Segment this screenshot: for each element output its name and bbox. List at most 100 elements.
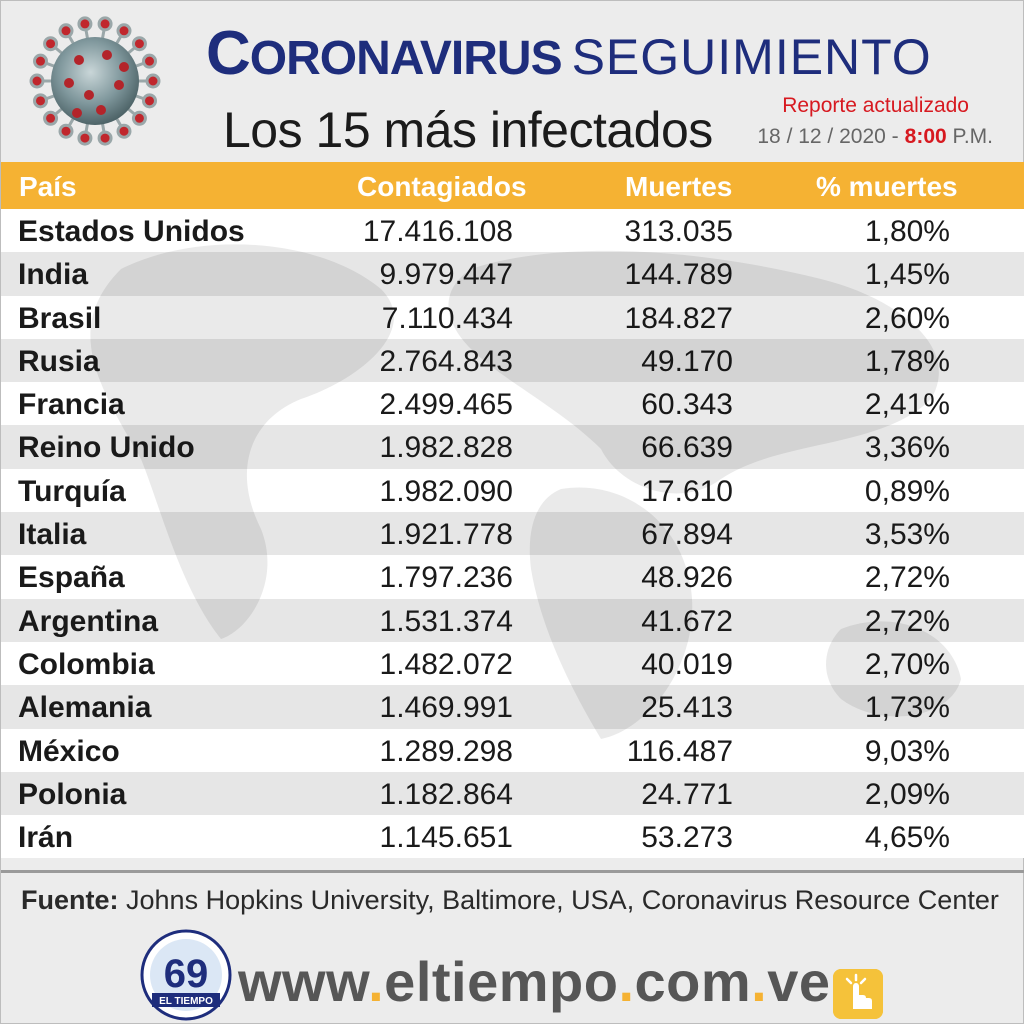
table-row: Argentina 1.531.374 41.672 2,72% (1, 598, 1024, 642)
table-row: Reino Unido 1.982.828 66.639 3,36% (1, 425, 1024, 469)
cell-deaths: 116.487 (626, 734, 733, 768)
column-header-infected: Contagiados (357, 171, 527, 202)
column-header-death-rate: % muertes (816, 171, 958, 202)
table-row: Irán 1.145.651 53.273 4,65% (1, 815, 1024, 859)
virus-surface-dot (114, 80, 124, 90)
hand-pointer-icon (833, 969, 883, 1019)
cell-country: Brasil (18, 301, 102, 335)
virus-spike-tip (77, 16, 93, 32)
cell-deaths: 313.035 (624, 215, 733, 248)
cell-infected: 1.289.298 (379, 734, 513, 768)
table-header: País Contagiados Muertes % muertes (1, 162, 1024, 209)
url-com: com (634, 950, 752, 1013)
website-url[interactable]: www.eltiempo.com.ve (238, 949, 831, 1014)
cell-deaths: 48.926 (641, 561, 733, 595)
table-body: Estados Unidos 17.416.108 313.035 1,80% Indi… (1, 209, 1024, 859)
report-time: 8:00 (904, 125, 947, 148)
virus-surface-dot (72, 108, 82, 118)
cell-death-rate: 2,09% (864, 777, 950, 811)
virus-spike-tip (29, 73, 45, 89)
source-label: Fuente: (21, 885, 119, 915)
table-row: India 9.979.447 144.789 1,45% (1, 252, 1024, 296)
virus-spike-tip (131, 110, 147, 126)
cell-death-rate: 4,65% (864, 821, 950, 855)
cell-deaths: 144.789 (624, 258, 733, 292)
table-row: Rusia 2.764.843 49.170 1,78% (1, 338, 1024, 383)
cell-country: India (18, 258, 89, 292)
table-row: España 1.797.236 48.926 2,72% (1, 555, 1024, 599)
virus-surface-dot (84, 90, 94, 100)
cell-infected: 1.982.828 (379, 431, 513, 465)
virus-spike-tip (131, 36, 147, 52)
title-rest: ORONAVIRUS (249, 32, 563, 85)
cell-country: Irán (18, 821, 74, 855)
cell-death-rate: 0,89% (864, 474, 950, 508)
cell-death-rate: 2,60% (864, 301, 950, 335)
title-coronavirus: CORONAVIRUS (206, 19, 563, 88)
el-tiempo-logo: 69 EL TIEMPO (140, 929, 232, 1021)
cell-country: Colombia (18, 647, 155, 681)
logo-name: EL TIEMPO (159, 996, 213, 1007)
page-title: CORONAVIRUS SEGUIMIENTO (206, 23, 932, 85)
cell-infected: 9.979.447 (379, 258, 513, 292)
virus-surface-dot (64, 78, 74, 88)
divider (1, 870, 1024, 873)
virus-spike-tip (142, 53, 158, 69)
virus-surface-dot (102, 50, 112, 60)
report-date: 18 / 12 / 2020 -8:00 P.M. (757, 125, 993, 149)
cell-infected: 1.482.072 (379, 647, 513, 681)
table-row: México 1.289.298 116.487 9,03% (1, 728, 1024, 772)
coronavirus-icon (29, 16, 161, 146)
virus-spike-tip (116, 23, 132, 39)
title-initial: C (206, 19, 251, 88)
virus-spike-tip (77, 130, 93, 146)
cell-country: Turquía (18, 474, 126, 508)
cell-infected: 17.416.108 (362, 215, 513, 248)
cell-country: Reino Unido (18, 431, 195, 465)
virus-spike-tip (58, 123, 74, 139)
cell-infected: 1.469.991 (379, 691, 513, 725)
virus-spike-tip (116, 123, 132, 139)
virus-spike-tip (97, 16, 113, 32)
cell-deaths: 184.827 (624, 301, 733, 335)
report-ampm: P.M. (952, 125, 993, 148)
cell-death-rate: 2,72% (864, 561, 950, 595)
subtitle: Los 15 más infectados (223, 102, 713, 158)
cell-country: Estados Unidos (18, 215, 245, 248)
cell-death-rate: 2,72% (864, 604, 950, 638)
url-dot: . (368, 950, 385, 1013)
logo-number: 69 (164, 952, 209, 996)
virus-spike-tip (32, 53, 48, 69)
cell-deaths: 17.610 (641, 474, 733, 508)
cell-infected: 7.110.434 (381, 301, 513, 335)
table-row: Polonia 1.182.864 24.771 2,09% (1, 771, 1024, 816)
cell-deaths: 24.771 (641, 777, 733, 811)
url-dot: . (618, 950, 635, 1013)
table-row: Brasil 7.110.434 184.827 2,60% (1, 295, 1024, 339)
cell-country: España (18, 561, 125, 595)
cell-deaths: 41.672 (641, 604, 733, 638)
table-row: Colombia 1.482.072 40.019 2,70% (1, 641, 1024, 686)
cell-deaths: 66.639 (641, 431, 733, 465)
table-row: Turquía 1.982.090 17.610 0,89% (1, 468, 1024, 513)
virus-spike-tip (43, 110, 59, 126)
table-row: Francia 2.499.465 60.343 2,41% (1, 382, 1024, 426)
cell-country: Polonia (18, 777, 127, 811)
cell-country: Francia (18, 388, 125, 422)
cell-infected: 1.982.090 (379, 474, 513, 508)
cell-death-rate: 3,53% (864, 518, 950, 552)
virus-surface-dot (119, 62, 129, 72)
table-row: Italia 1.921.778 67.894 3,53% (1, 512, 1024, 556)
cell-death-rate: 9,03% (864, 734, 950, 768)
cell-death-rate: 1,78% (864, 344, 950, 378)
cell-deaths: 53.273 (641, 821, 733, 855)
table-row: Alemania 1.469.991 25.413 1,73% (1, 685, 1024, 729)
url-dot: . (751, 950, 768, 1013)
title-seguimiento: SEGUIMIENTO (571, 29, 932, 85)
virus-surface-dot (96, 105, 106, 115)
cell-country: Rusia (18, 344, 100, 378)
virus-spike-tip (43, 36, 59, 52)
cell-country: Italia (18, 518, 87, 552)
cell-infected: 2.499.465 (379, 388, 513, 422)
